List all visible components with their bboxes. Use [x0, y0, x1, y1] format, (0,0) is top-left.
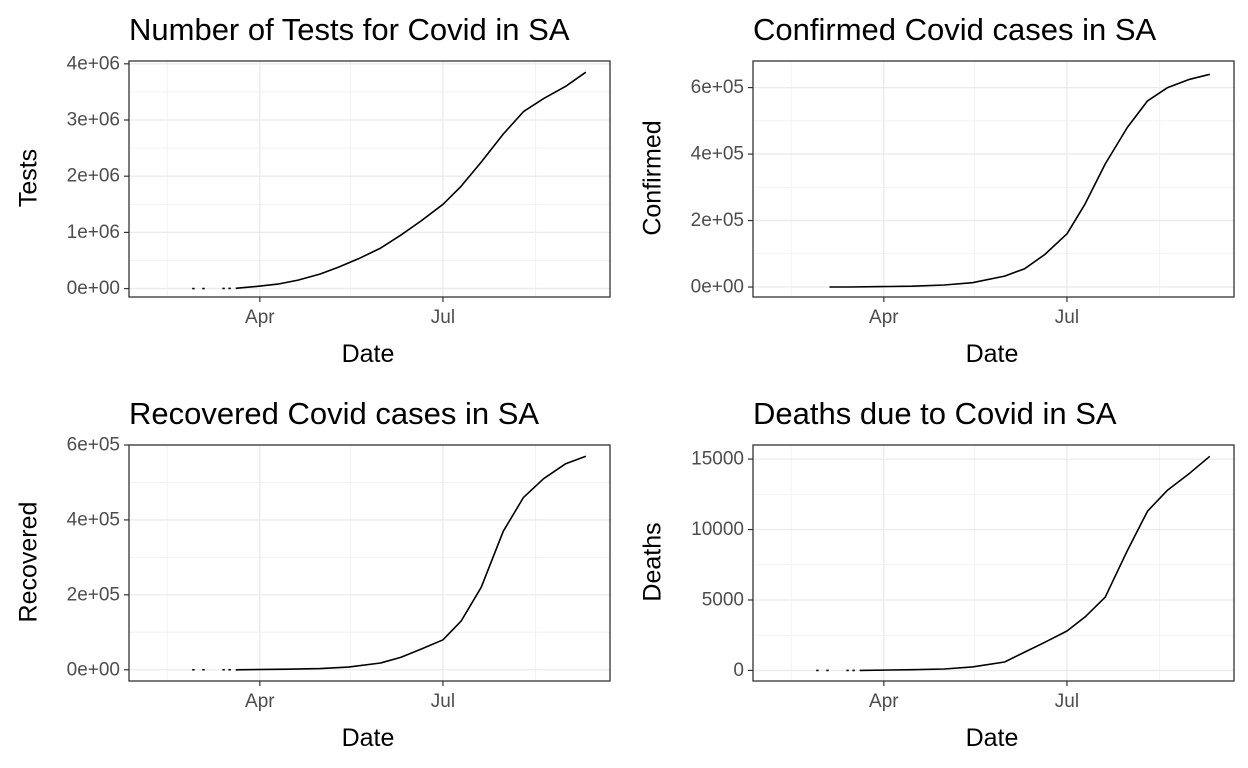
x-axis-label: Date	[341, 724, 395, 752]
x-axis-label: Date	[341, 340, 395, 368]
chart-title: Confirmed Covid cases in SA	[753, 12, 1157, 47]
x-axis-label: Date	[965, 340, 1019, 368]
y-tick-label: 6e+05	[691, 77, 744, 98]
x-tick-label: Apr	[245, 307, 275, 328]
plot-area: 0 5000 10000 15000 Apr Jul	[691, 444, 1235, 712]
plot-border	[752, 444, 1235, 682]
y-tick-label: 0e+00	[67, 278, 120, 299]
y-tick-label: 4e+05	[67, 509, 120, 530]
plot-border	[128, 444, 611, 682]
series	[816, 455, 1211, 672]
x-tick-label: Jul	[431, 307, 455, 328]
x-tick-label: Jul	[431, 691, 455, 712]
y-tick-label: 3e+06	[67, 110, 120, 131]
chart-title: Recovered Covid cases in SA	[129, 396, 540, 431]
y-tick-label: 0e+00	[691, 277, 744, 298]
series	[829, 73, 1210, 288]
y-tick-label: 15000	[691, 449, 744, 470]
series	[192, 71, 587, 290]
x-tick-label: Jul	[1055, 307, 1079, 328]
x-tick-label: Apr	[245, 691, 275, 712]
x-axis-label: Date	[965, 724, 1019, 752]
y-tick-label: 5000	[702, 589, 744, 610]
y-tick-label: 6e+05	[67, 435, 120, 456]
chart-title: Number of Tests for Covid in SA	[129, 12, 570, 47]
x-tick-label: Jul	[1055, 691, 1079, 712]
plot-border	[752, 60, 1235, 298]
grid	[753, 445, 1234, 681]
y-axis-label: Tests	[14, 148, 43, 208]
y-axis: 0e+00 1e+06 2e+06 3e+06 4e+06	[67, 53, 129, 299]
plot-area: 0e+00 2e+05 4e+05 6e+05 Apr Jul	[67, 435, 611, 712]
y-tick-label: 10000	[691, 519, 744, 540]
plot-area: 0e+00 2e+05 4e+05 6e+05 Apr Jul	[691, 60, 1235, 328]
series-line	[235, 455, 587, 671]
y-axis: 0e+00 2e+05 4e+05 6e+05	[67, 435, 129, 680]
panel-confirmed: Confirmed Covid cases in SA 0e+00 2e+05 4e…	[624, 0, 1248, 384]
grid	[753, 61, 1234, 297]
plot-border	[128, 60, 611, 298]
x-tick-label: Apr	[869, 691, 899, 712]
y-axis: 0e+00 2e+05 4e+05 6e+05	[691, 77, 753, 298]
chart-title: Deaths due to Covid in SA	[753, 396, 1117, 431]
y-tick-label: 2e+05	[691, 210, 744, 231]
grid	[129, 61, 610, 297]
grid	[129, 444, 610, 681]
y-axis-label: Recovered	[14, 501, 43, 623]
x-axis: Apr Jul	[245, 681, 455, 712]
y-tick-label: 0	[733, 660, 744, 681]
y-axis-label: Deaths	[638, 522, 667, 602]
x-tick-label: Apr	[869, 307, 899, 328]
y-tick-label: 2e+05	[67, 584, 120, 605]
plot-area: 0e+00 1e+06 2e+06 3e+06 4e+06 Apr Jul	[67, 53, 611, 328]
y-tick-label: 4e+05	[691, 144, 744, 165]
y-tick-label: 0e+00	[67, 659, 120, 680]
x-axis: Apr Jul	[245, 297, 455, 328]
panel-deaths: Deaths due to Covid in SA 0 5000 10000 1500…	[624, 384, 1248, 768]
y-tick-label: 2e+06	[67, 166, 120, 187]
y-tick-label: 4e+06	[67, 53, 120, 74]
y-axis: 0 5000 10000 15000	[691, 449, 753, 681]
series	[192, 455, 587, 671]
panel-tests: Number of Tests for Covid in SA 0e+00 1e+…	[0, 0, 624, 384]
y-axis-label: Confirmed	[638, 120, 667, 236]
x-axis: Apr Jul	[869, 681, 1079, 712]
series-line	[829, 73, 1210, 288]
x-axis: Apr Jul	[869, 297, 1079, 328]
y-tick-label: 1e+06	[67, 222, 120, 243]
panel-recovered: Recovered Covid cases in SA 0e+00 2e+05 4e…	[0, 384, 624, 768]
series-line	[235, 71, 587, 290]
series-line	[859, 455, 1211, 672]
